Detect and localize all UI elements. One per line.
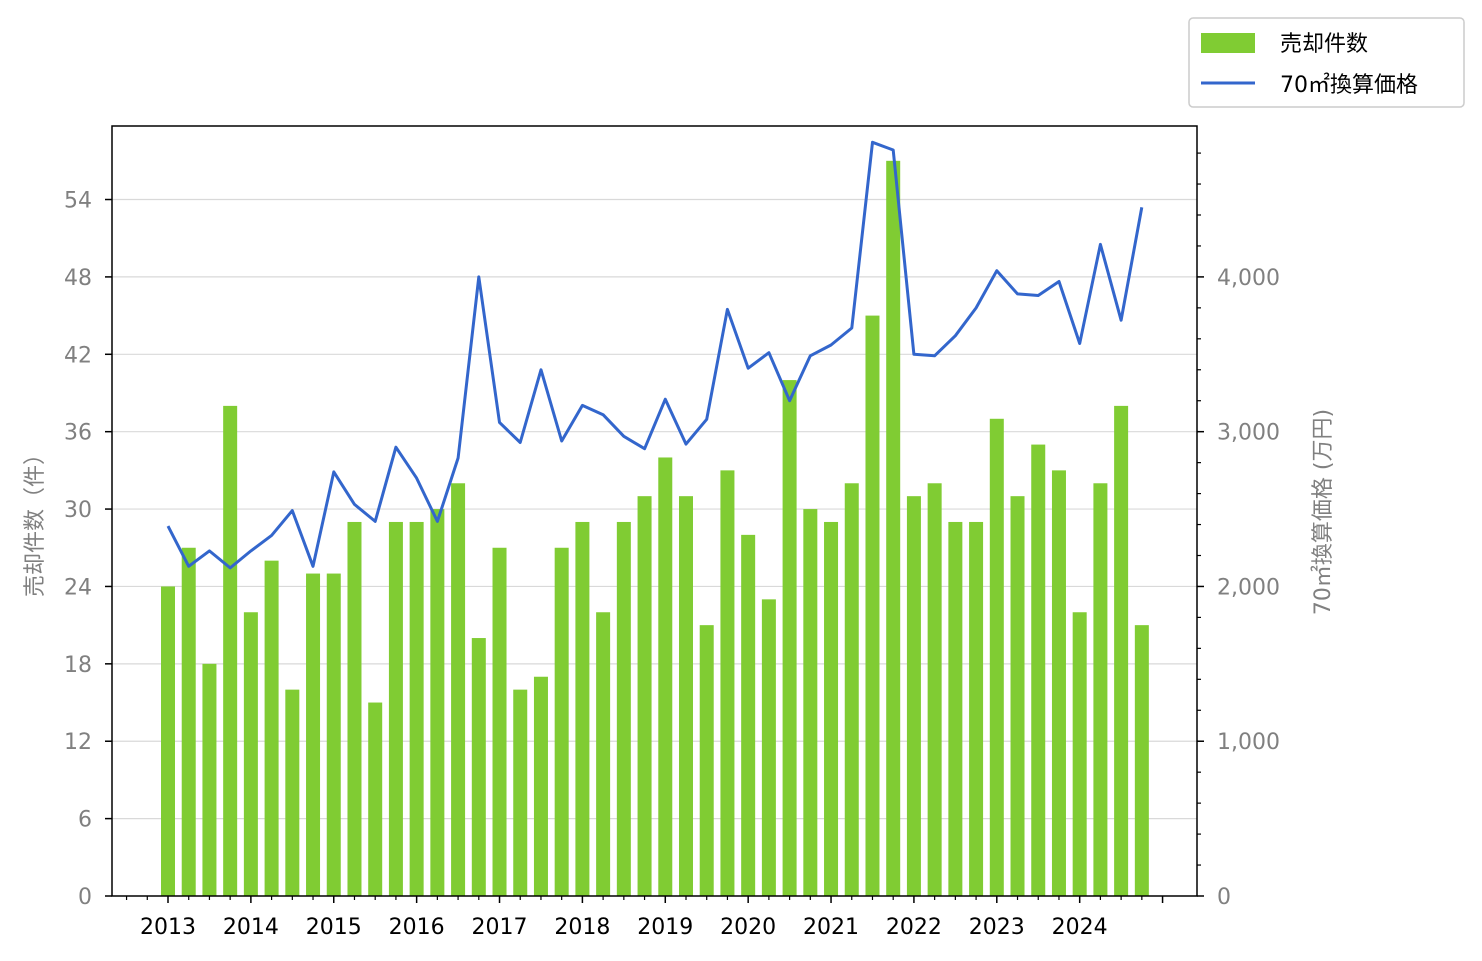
x-tick-label: 2016 (389, 915, 445, 940)
bar (969, 521, 984, 896)
bar (181, 547, 196, 896)
bar (513, 689, 528, 896)
x-tick-label: 2024 (1052, 915, 1108, 940)
bar (554, 547, 569, 896)
bar (616, 521, 631, 896)
bar (803, 509, 818, 896)
bar (347, 521, 362, 896)
x-tick-label: 2018 (554, 915, 610, 940)
bar (326, 573, 341, 896)
bar (720, 470, 735, 896)
bar (471, 638, 486, 896)
bar (679, 496, 693, 896)
left-tick-label: 30 (64, 498, 92, 523)
bar (886, 160, 901, 897)
x-tick-label: 2022 (886, 915, 942, 940)
bar (637, 496, 652, 896)
bar (658, 457, 673, 896)
bar (533, 676, 548, 896)
bar (782, 380, 797, 896)
right-axis-label: 70㎡換算価格 (万円) (1310, 409, 1336, 615)
bar (865, 315, 880, 896)
bar (596, 612, 611, 896)
bar (492, 547, 507, 896)
left-tick-label: 48 (64, 266, 92, 291)
left-tick-label: 18 (64, 653, 92, 678)
left-tick-label: 6 (78, 808, 92, 833)
bar (844, 483, 859, 896)
bar (1114, 405, 1129, 896)
legend-frame (1188, 17, 1465, 108)
bar (368, 702, 383, 896)
right-tick-label: 3,000 (1217, 421, 1280, 446)
bar (699, 625, 714, 896)
bar (741, 534, 756, 896)
left-tick-label: 24 (64, 575, 92, 600)
bar (575, 521, 590, 896)
right-tick-label: 1,000 (1217, 730, 1280, 755)
x-tick-label: 2014 (223, 915, 279, 940)
x-tick-label: 2019 (637, 915, 693, 940)
x-tick-label: 2013 (140, 915, 196, 940)
bar (1072, 612, 1087, 896)
bar (161, 586, 175, 896)
bar (430, 509, 445, 896)
bar (1093, 483, 1108, 896)
x-axis: 2013 2014 2015 2016 2017 2018 2019 2020 2021 2022… (125, 896, 1164, 940)
left-tick-label: 42 (64, 343, 92, 368)
bar (761, 599, 776, 896)
line-series (166, 140, 1144, 570)
left-tick-label: 54 (64, 189, 92, 214)
left-tick-label: 12 (64, 730, 92, 755)
x-tick-label: 2017 (472, 915, 528, 940)
right-tick-label: 2,000 (1217, 575, 1280, 600)
legend: 売却件数 70㎡換算価格 (1188, 17, 1465, 108)
right-axis: 0 1,000 2,000 3,000 4,000 (1197, 152, 1280, 910)
right-tick-label: 4,000 (1217, 266, 1280, 291)
bar (1134, 625, 1149, 896)
left-tick-label: 36 (64, 421, 92, 446)
x-tick-label: 2023 (969, 915, 1025, 940)
bar (824, 521, 839, 896)
bar (927, 483, 942, 896)
bar (202, 663, 217, 896)
plot-frame (111, 125, 1198, 897)
bar (409, 521, 424, 896)
bar (948, 521, 963, 896)
x-tick-label: 2021 (803, 915, 859, 940)
left-axis-label: 売却件数（件） (23, 443, 48, 597)
bar (1010, 496, 1025, 896)
legend-line-label: 70㎡換算価格 (1280, 72, 1418, 98)
bar (243, 612, 258, 896)
bar (388, 521, 403, 896)
bar (306, 573, 321, 896)
bar (223, 405, 238, 896)
bar (1051, 470, 1066, 896)
right-tick-label: 0 (1217, 885, 1231, 910)
bar-series (161, 160, 1149, 897)
x-tick-label: 2020 (720, 915, 776, 940)
bar (451, 483, 466, 896)
bar (989, 418, 1004, 896)
bar (906, 496, 921, 896)
bar (285, 689, 300, 896)
legend-bar-swatch (1201, 33, 1255, 53)
left-tick-label: 0 (78, 885, 92, 910)
bar (1031, 444, 1046, 896)
left-axis: 0 6 12 18 24 30 36 42 48 54 (64, 189, 112, 910)
bar (264, 560, 279, 896)
x-tick-label: 2015 (306, 915, 362, 940)
legend-bar-label: 売却件数 (1280, 32, 1368, 57)
